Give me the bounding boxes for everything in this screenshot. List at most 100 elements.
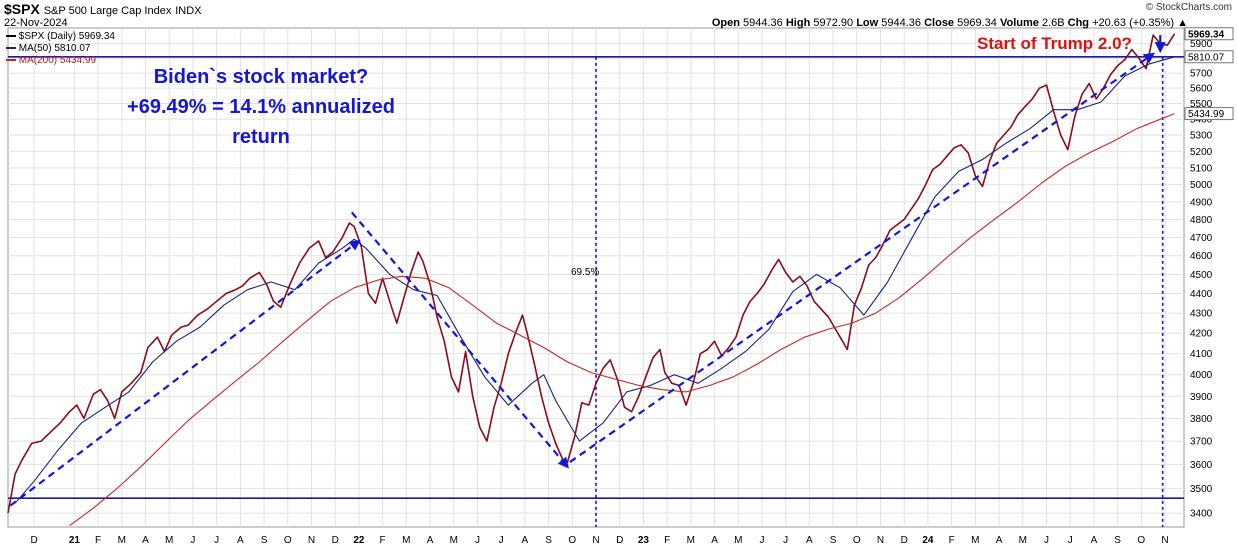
x-tick-label: N — [308, 535, 315, 546]
legend-swatch-ma200 — [6, 59, 16, 62]
low-label: Low — [856, 17, 879, 29]
y-tick-label: 4400 — [1190, 289, 1213, 300]
x-tick-label: J — [1068, 535, 1073, 546]
x-tick-label: A — [996, 535, 1003, 546]
x-tick-label: A — [142, 535, 149, 546]
x-tick-label: J — [783, 535, 788, 546]
biden-annotation: Biden`s stock market? +69.49% = 14.1% an… — [116, 62, 406, 152]
x-tick-label: 23 — [638, 535, 650, 546]
trendline — [9, 239, 361, 507]
chg-value: +20.63 (+0.35%) — [1092, 17, 1175, 29]
x-tick-label: N — [1161, 535, 1168, 546]
x-tick-label: O — [284, 535, 292, 546]
x-tick-label: O — [853, 535, 861, 546]
trump-annotation: Start of Trump 2.0? — [977, 34, 1132, 53]
legend-swatch-ma50 — [6, 47, 16, 50]
y-tick-label: 4700 — [1190, 233, 1213, 244]
x-tick-label: S — [1114, 535, 1121, 546]
x-tick-label: O — [568, 535, 576, 546]
x-tick-label: J — [1044, 535, 1049, 546]
x-tick-label: D — [332, 535, 339, 546]
x-tick-label: A — [711, 535, 718, 546]
close-value: 5969.34 — [957, 17, 997, 29]
x-tick-label: M — [165, 535, 173, 546]
trendlines — [9, 35, 1166, 507]
y-tick-label: 5300 — [1190, 131, 1213, 142]
chart-date: 22-Nov-2024 — [4, 17, 68, 29]
y-tick-label: 4000 — [1190, 370, 1213, 381]
open-label: Open — [711, 17, 740, 29]
x-tick-label: M — [450, 535, 458, 546]
y-tick-label: 4800 — [1190, 215, 1213, 226]
legend: $SPX (Daily) 5969.34 MA(50) 5810.07 MA(2… — [6, 31, 115, 67]
reference-lines — [8, 56, 1184, 527]
legend-ma50: MA(50) 5810.07 — [6, 43, 115, 55]
y-tick-label: 3500 — [1190, 484, 1213, 495]
series-line-ma50 — [14, 56, 1175, 504]
legend-swatch-price — [6, 35, 16, 38]
price-label: 5434.99 — [1188, 109, 1225, 120]
price-labels: 5969.34 5810.07 5434.99 — [1184, 27, 1234, 120]
y-tick-label: 4100 — [1190, 349, 1213, 360]
x-tick-label: F — [664, 535, 670, 546]
x-tick-label: 22 — [353, 535, 365, 546]
close-label: Close — [924, 17, 955, 29]
percent-change-label: 69.5% — [571, 267, 600, 278]
legend-price-label: $SPX (Daily) 5969.34 — [18, 31, 115, 42]
series-lines — [7, 33, 1176, 527]
price-label-box — [1184, 50, 1234, 64]
x-tick-label: J — [214, 535, 219, 546]
x-tick-label: D — [901, 535, 908, 546]
x-tick-label: M — [687, 535, 695, 546]
y-tick-label: 4600 — [1190, 251, 1213, 262]
x-axis: D 21 F M A M J J A S O N D 22 F M A M J J A S O N D 23 F M A M J J A S O N D… — [30, 535, 1168, 546]
x-tick-label: F — [380, 535, 386, 546]
credit: © StockCharts.com — [1145, 2, 1232, 13]
x-tick-label: J — [475, 535, 480, 546]
price-label-box — [1184, 27, 1234, 41]
y-tick-label: 5400 — [1190, 115, 1213, 126]
biden-return: +69.49% = 14.1% annualized return — [127, 96, 395, 148]
series-line-ma200 — [69, 113, 1175, 527]
y-tick-label: 5900 — [1190, 39, 1213, 50]
symbol: $SPX — [4, 1, 40, 17]
y-tick-label: 4300 — [1190, 309, 1213, 320]
trendline — [569, 52, 1155, 463]
x-tick-label: D — [616, 535, 623, 546]
exchange: INDX — [175, 5, 202, 17]
x-tick-label: A — [806, 535, 813, 546]
x-tick-label: D — [30, 535, 37, 546]
x-tick-label: S — [261, 535, 268, 546]
y-tick-label: 5000 — [1190, 180, 1213, 191]
x-tick-label: S — [830, 535, 837, 546]
x-tick-label: A — [1091, 535, 1098, 546]
x-tick-label: M — [1019, 535, 1027, 546]
x-tick-label: N — [592, 535, 599, 546]
x-tick-label: F — [95, 535, 101, 546]
x-tick-label: M — [971, 535, 979, 546]
high-label: High — [785, 17, 811, 29]
y-tick-label: 3800 — [1190, 414, 1213, 425]
x-tick-label: M — [734, 535, 742, 546]
y-tick-label: 4900 — [1190, 197, 1213, 208]
x-tick-label: J — [759, 535, 764, 546]
price-label: 5969.34 — [1188, 29, 1225, 40]
y-tick-label: 4500 — [1190, 270, 1213, 281]
y-tick-label: 3900 — [1190, 392, 1213, 403]
x-tick-label: 24 — [922, 535, 934, 546]
volume-value: 2.6B — [1041, 17, 1065, 29]
x-tick-label: N — [877, 535, 884, 546]
x-tick-label: M — [118, 535, 126, 546]
x-tick-label: 21 — [69, 535, 81, 546]
index-name: S&P 500 Large Cap Index — [43, 5, 172, 17]
legend-ma200-label: MA(200) 5434.99 — [18, 55, 97, 66]
legend-ma200: MA(200) 5434.99 — [6, 55, 115, 67]
series-line-price — [7, 33, 1176, 514]
volume-label: Volume — [999, 17, 1039, 29]
y-tick-label: 5100 — [1190, 163, 1213, 174]
x-tick-label: A — [522, 535, 529, 546]
y-tick-label: 5600 — [1190, 84, 1213, 95]
open-value: 5944.36 — [743, 17, 783, 29]
price-label: 5810.07 — [1188, 52, 1225, 63]
